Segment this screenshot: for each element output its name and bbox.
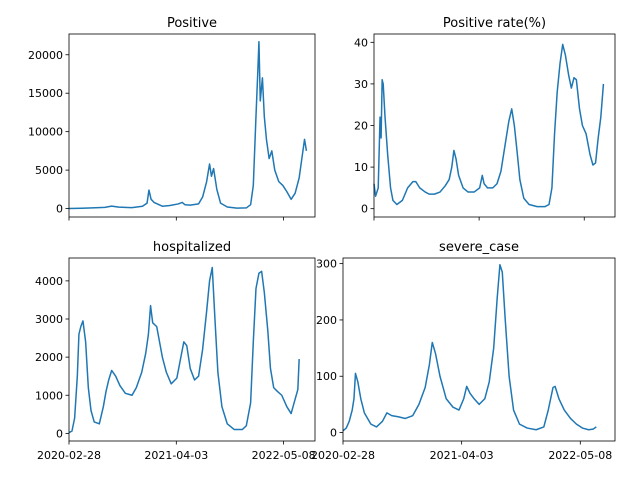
y-tick-label: 20 — [354, 120, 368, 133]
y-tick-label: 10 — [354, 161, 368, 174]
y-tick-label: 15000 — [28, 87, 63, 100]
panel-positive: Positive 0 5000 10000 15000 20000 — [28, 16, 316, 221]
y-tick-label: 5000 — [35, 164, 63, 177]
y-tick-label: 1000 — [35, 389, 63, 402]
y-tick-label: 100 — [316, 370, 337, 383]
panel-hospitalized: hospitalized 0 1000 2000 3000 4000 2020-02-28 2… — [35, 240, 316, 462]
series-line-positive — [68, 40, 308, 210]
y-tick-label: 2000 — [35, 351, 63, 364]
y-tick-label: 0 — [330, 427, 337, 440]
chart-title-hospitalized: hospitalized — [153, 240, 231, 255]
y-tick-label: 0 — [56, 203, 63, 216]
y-tick-label: 300 — [316, 258, 337, 271]
y-tick-label: 30 — [354, 78, 368, 91]
y-tick-label: 10000 — [28, 126, 63, 139]
x-tick-label: 2022-05-08 — [548, 449, 612, 462]
axes-frame-severe-case — [342, 257, 616, 442]
panel-positive-rate: Positive rate(%) 0 10 20 30 40 — [354, 16, 616, 221]
x-tick-label: 2020-02-28 — [37, 449, 101, 462]
y-tick-label: 200 — [316, 314, 337, 327]
series-line-positive-rate — [373, 43, 605, 208]
y-tick-label: 20000 — [28, 49, 63, 62]
chart-title-positive-rate: Positive rate(%) — [443, 16, 546, 31]
chart-title-positive: Positive — [167, 16, 217, 31]
axes-frame-positive-rate — [373, 33, 616, 218]
x-tick-label: 2020-02-28 — [311, 449, 375, 462]
x-tick-label: 2021-04-03 — [430, 449, 494, 462]
panel-severe-case: severe_case 0 100 200 300 2020-02-28 2021-04-0… — [311, 240, 616, 462]
series-line-hospitalized — [68, 266, 300, 434]
series-line-severe-case — [342, 264, 597, 432]
x-tick-label: 2022-05-08 — [252, 449, 316, 462]
y-tick-label: 40 — [354, 36, 368, 49]
y-tick-label: 4000 — [35, 275, 63, 288]
x-tick-label: 2021-04-03 — [144, 449, 208, 462]
chart-title-severe-case: severe_case — [439, 240, 519, 255]
axes-frame-positive — [68, 33, 316, 218]
y-tick-label: 0 — [56, 427, 63, 440]
axes-frame-hospitalized — [68, 257, 316, 442]
y-tick-label: 3000 — [35, 313, 63, 326]
y-tick-label: 0 — [361, 203, 368, 216]
